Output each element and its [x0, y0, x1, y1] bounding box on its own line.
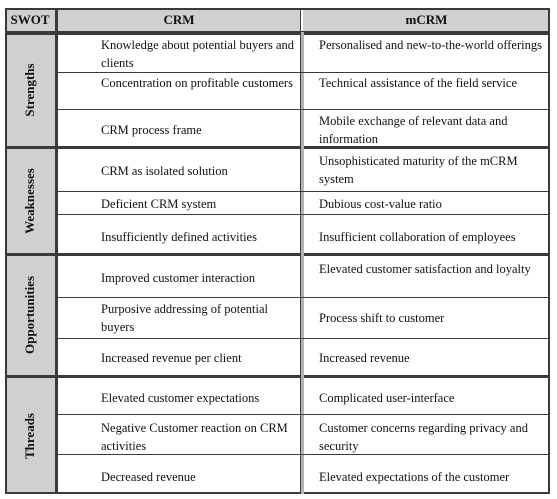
header-crm-cell	[58, 8, 300, 32]
column-separator	[300, 8, 301, 494]
row-separator	[58, 109, 550, 110]
mcrm-cell: Customer concerns regarding privacy and …	[319, 421, 528, 453]
crm-cell: Increased revenue per client	[101, 351, 242, 365]
crm-cell: Concentration on profitable customers	[101, 76, 293, 90]
crm-cell: Knowledge about potential buyers and cli…	[101, 38, 295, 70]
header-mcrm: mCRM	[405, 12, 448, 27]
mcrm-cell: Elevated customer satisfaction and loyal…	[319, 262, 531, 276]
row-separator	[58, 72, 550, 73]
mcrm-cell: Dubious cost-value ratio	[319, 197, 442, 211]
table-border	[5, 8, 550, 10]
crm-cell: Deficient CRM system	[101, 197, 217, 211]
mcrm-cell: Elevated expectations of the customer	[319, 470, 510, 484]
crm-cell: Elevated customer expectations	[101, 391, 260, 405]
group-label-weaknesses: Weaknesses	[22, 168, 37, 234]
crm-cell: CRM process frame	[101, 123, 202, 137]
mcrm-cell: Technical assistance of the field servic…	[319, 76, 517, 90]
swot-table: SWOT CRM mCRM Strengths Weaknesses Oppor…	[5, 8, 550, 494]
group-separator	[5, 253, 550, 256]
mcrm-cell: Personalised and new-to-the-world offeri…	[319, 38, 542, 52]
group-separator	[5, 375, 550, 378]
table-border	[548, 8, 550, 494]
group-label-strengths: Strengths	[22, 63, 37, 117]
row-separator	[58, 297, 550, 298]
header-swot: SWOT	[10, 12, 50, 27]
header-swot-cell	[5, 8, 55, 32]
crm-cell: CRM as isolated solution	[101, 164, 228, 178]
mcrm-cell: Increased revenue	[319, 351, 410, 365]
mcrm-cell: Mobile exchange of relevant data and inf…	[319, 114, 508, 146]
table-border	[5, 492, 550, 494]
header-separator	[5, 31, 550, 35]
column-separator-shade	[301, 32, 304, 494]
mcrm-cell: Process shift to customer	[319, 311, 445, 325]
mcrm-cell: Insufficient collaboration of employees	[319, 230, 516, 244]
header-crm: CRM	[163, 12, 195, 27]
table-border	[5, 8, 7, 494]
row-separator	[58, 338, 550, 339]
group-label-cell	[5, 149, 55, 253]
crm-cell: Improved customer interaction	[101, 271, 256, 285]
row-separator	[58, 454, 550, 455]
group-label-cell	[5, 256, 55, 375]
row-separator	[58, 214, 550, 215]
crm-cell: Negative Customer reaction on CRM activi…	[101, 421, 288, 453]
mcrm-cell: Unsophisticated maturity of the mCRM sys…	[319, 154, 518, 186]
row-separator	[58, 191, 550, 192]
crm-cell: Decreased revenue	[101, 470, 196, 484]
group-label-cell	[5, 378, 55, 494]
group-label-threads: Threads	[22, 413, 37, 459]
crm-cell: Purposive addressing of potential buyers	[101, 302, 268, 334]
group-label-opportunities: Opportunities	[22, 275, 37, 355]
mcrm-cell: Complicated user-interface	[319, 391, 455, 405]
crm-cell: Insufficiently defined activities	[101, 230, 257, 244]
column-separator	[55, 8, 58, 494]
group-separator	[5, 146, 550, 149]
row-separator	[58, 414, 550, 415]
group-label-cell	[5, 35, 55, 146]
header-mcrm-cell	[303, 8, 550, 32]
